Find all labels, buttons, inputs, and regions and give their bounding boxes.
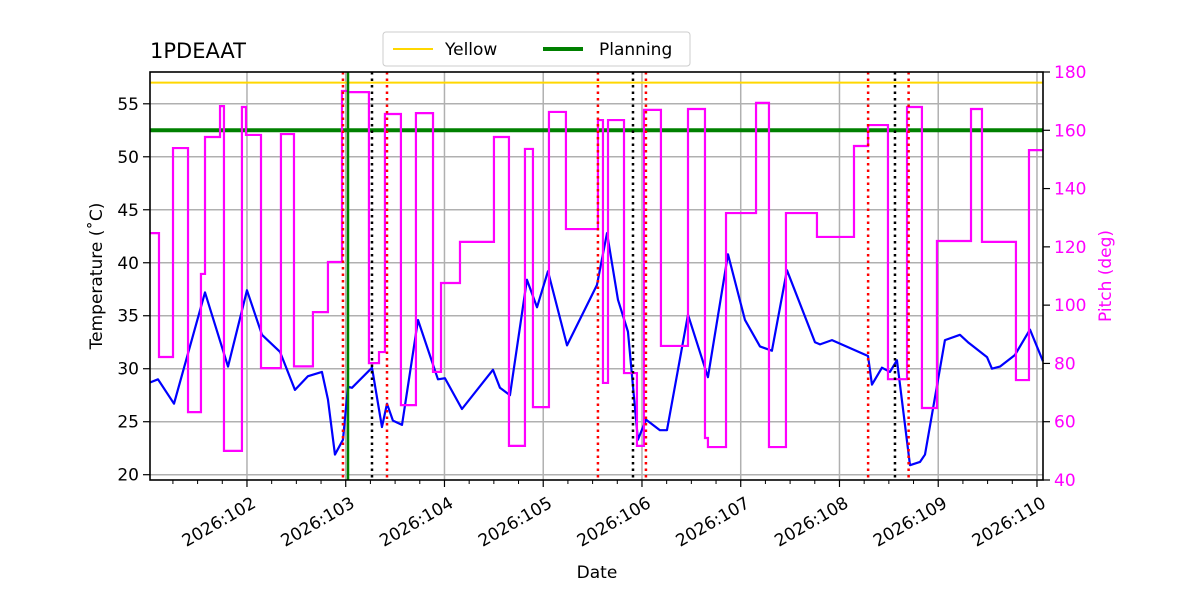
- y-tick-label: 50: [117, 148, 139, 168]
- pitch-line: [150, 89, 1043, 452]
- y-tick-label: 30: [117, 360, 139, 380]
- temperature-line: [149, 231, 1045, 467]
- axes-frame: [149, 71, 1044, 481]
- grid: [150, 72, 1043, 480]
- y-tick-label: 20: [117, 466, 139, 486]
- chart-title: 1PDEAAT: [150, 39, 246, 63]
- y2-tick-label: 120: [1054, 238, 1086, 258]
- y-tick-label: 35: [117, 307, 139, 327]
- legend-box: [382, 31, 691, 67]
- y2-tick-label: 60: [1054, 413, 1076, 433]
- y-axis-label: Temperature (˚C): [86, 203, 107, 351]
- y2-tick-label: 160: [1054, 121, 1086, 141]
- y-tick-label: 25: [117, 413, 139, 433]
- y2-tick-label: 100: [1054, 296, 1086, 316]
- plot-area: [149, 72, 1045, 480]
- y2-tick-label: 40: [1054, 471, 1076, 491]
- y-tick-label: 40: [117, 254, 139, 274]
- y-tick-label: 55: [117, 95, 139, 115]
- x-axis-label: Date: [577, 563, 618, 583]
- y2-axis-label: Pitch (deg): [1096, 230, 1116, 322]
- y2-tick-label: 140: [1054, 180, 1086, 200]
- legend: Yellow Planning: [382, 31, 691, 67]
- legend-label-planning: Planning: [599, 40, 672, 60]
- legend-label-yellow: Yellow: [444, 40, 497, 60]
- y2-tick-label: 180: [1054, 63, 1086, 83]
- y2-tick-label: 80: [1054, 354, 1076, 374]
- y-tick-label: 45: [117, 201, 139, 221]
